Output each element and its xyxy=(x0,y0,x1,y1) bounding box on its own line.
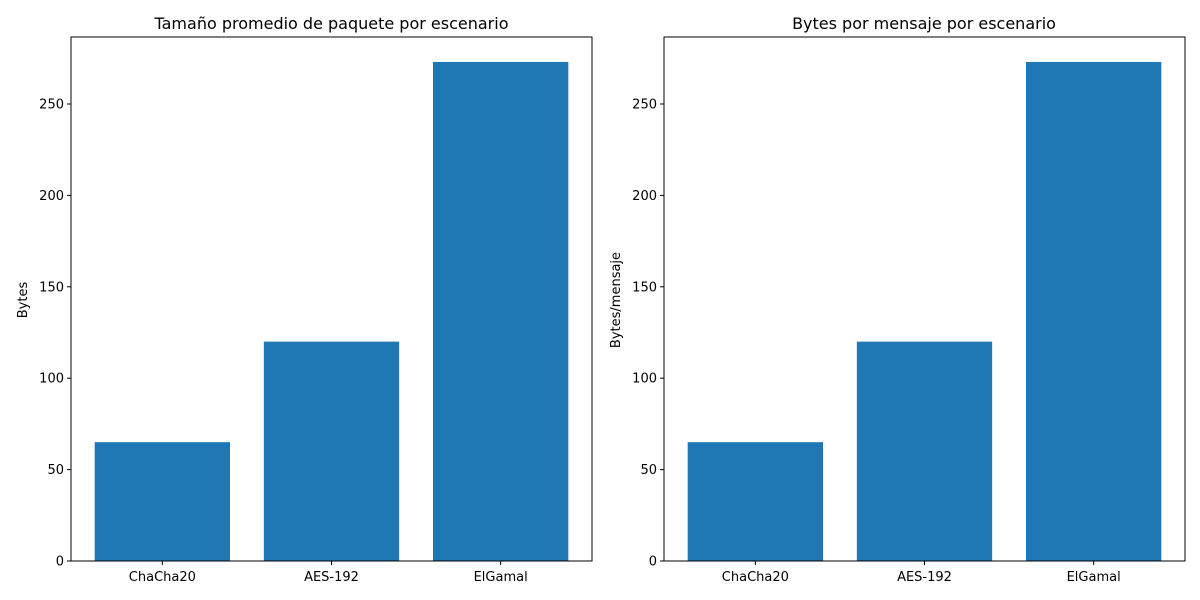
x-tick-label: ChaCha20 xyxy=(722,570,789,585)
chart-right-y-axis: 0 50 100 150 200 250 xyxy=(632,97,664,570)
y-tick-label: 100 xyxy=(39,372,64,387)
bar-right-aes-192 xyxy=(856,341,993,561)
bar-left-elgamal xyxy=(432,61,569,561)
chart-left-ylabel: Bytes xyxy=(16,282,31,319)
chart-right-x-axis: ChaCha20 AES-192 ElGamal xyxy=(722,561,1121,585)
chart-right-bars xyxy=(687,61,1162,561)
chart-left-bars xyxy=(94,61,569,561)
chart-right: Bytes por mensaje por escenario Bytes/me… xyxy=(609,14,1186,585)
y-tick-label: 250 xyxy=(632,97,657,112)
y-tick-label: 200 xyxy=(39,189,64,204)
chart-left: Tamaño promedio de paquete por escenario… xyxy=(16,14,593,585)
x-tick-label: ElGamal xyxy=(1067,570,1121,585)
bar-right-elgamal xyxy=(1025,61,1162,561)
x-tick-label: AES-192 xyxy=(304,570,359,585)
y-tick-label: 150 xyxy=(39,280,64,295)
chart-left-title: Tamaño promedio de paquete por escenario xyxy=(154,14,509,33)
chart-left-y-axis: 0 50 100 150 200 250 xyxy=(39,97,71,570)
y-tick-label: 150 xyxy=(632,280,657,295)
x-tick-label: ChaCha20 xyxy=(129,570,196,585)
chart-right-frame xyxy=(663,36,1186,562)
chart-right-title: Bytes por mensaje por escenario xyxy=(792,14,1056,33)
y-tick-label: 200 xyxy=(632,189,657,204)
y-tick-label: 50 xyxy=(47,463,64,478)
x-tick-label: AES-192 xyxy=(897,570,952,585)
y-tick-label: 50 xyxy=(640,463,657,478)
bar-right-chacha20 xyxy=(687,442,824,561)
chart-right-ylabel: Bytes/mensaje xyxy=(609,252,624,348)
y-tick-label: 0 xyxy=(649,555,657,570)
x-tick-label: ElGamal xyxy=(474,570,528,585)
y-tick-label: 250 xyxy=(39,97,64,112)
chart-left-frame xyxy=(70,36,593,562)
bar-left-chacha20 xyxy=(94,442,231,561)
y-tick-label: 100 xyxy=(632,372,657,387)
bar-left-aes-192 xyxy=(263,341,400,561)
y-tick-label: 0 xyxy=(56,555,64,570)
chart-left-x-axis: ChaCha20 AES-192 ElGamal xyxy=(129,561,528,585)
